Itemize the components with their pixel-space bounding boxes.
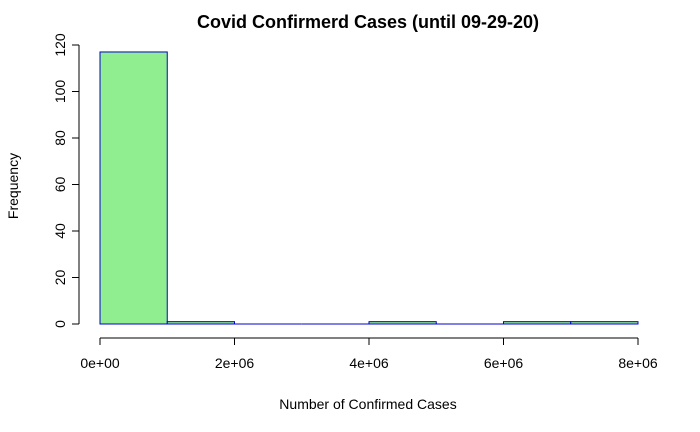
y-tick-label-6: 120 xyxy=(52,33,68,57)
x-tick-label-4: 8e+06 xyxy=(618,355,658,371)
y-axis-label: Frequency xyxy=(5,153,21,219)
bars-group xyxy=(99,51,639,325)
histogram-bar-1 xyxy=(166,321,235,325)
y-tick-label-0: 0 xyxy=(52,320,68,328)
x-tick-label-0: 0e+00 xyxy=(80,355,120,371)
x-tick-label-1: 2e+06 xyxy=(215,355,255,371)
x-tick-label-3: 6e+06 xyxy=(484,355,524,371)
histogram-bar-6 xyxy=(503,321,572,325)
y-tick-label-5: 100 xyxy=(52,80,68,104)
x-axis: 0e+00 2e+06 4e+06 6e+06 8e+06 xyxy=(80,337,658,371)
y-tick-label-1: 20 xyxy=(52,270,68,286)
x-axis-label: Number of Confirmed Cases xyxy=(279,396,456,412)
y-tick-label-2: 40 xyxy=(52,223,68,239)
histogram-bar-0 xyxy=(99,51,168,325)
y-tick-label-3: 60 xyxy=(52,177,68,193)
x-tick-label-2: 4e+06 xyxy=(349,355,389,371)
chart-title: Covid Confirmerd Cases (until 09-29-20) xyxy=(197,12,539,32)
y-axis: 0 20 40 60 80 100 120 xyxy=(52,33,80,328)
y-tick-label-4: 80 xyxy=(52,130,68,146)
histogram-bar-7 xyxy=(570,321,639,325)
histogram-bar-4 xyxy=(368,321,437,325)
